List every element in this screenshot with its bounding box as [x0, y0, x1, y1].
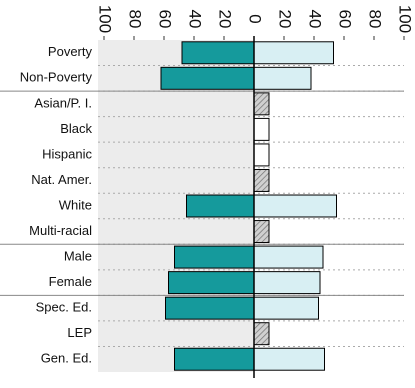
bar: [174, 245, 255, 269]
category-label: Female: [49, 274, 92, 289]
bar: [253, 194, 337, 218]
bar: [253, 168, 270, 192]
x-tick-label: 60: [336, 10, 355, 29]
bar: [253, 296, 319, 320]
bar: [168, 271, 255, 295]
x-tick-label: 40: [186, 10, 205, 29]
category-label: Spec. Ed.: [36, 300, 92, 315]
x-tick-label: 80: [366, 10, 385, 29]
x-tick-label: 40: [306, 10, 325, 29]
category-label: LEP: [67, 325, 92, 340]
bar: [174, 347, 255, 371]
bar: [253, 92, 270, 116]
x-tick-label: 100: [96, 5, 115, 33]
category-label: Poverty: [48, 44, 93, 59]
bar: [253, 41, 334, 65]
bar: [253, 117, 270, 141]
bar: [186, 194, 255, 218]
x-tick-label: 80: [126, 10, 145, 29]
x-tick-label: 20: [276, 10, 295, 29]
x-tick-label: 20: [216, 10, 235, 29]
category-label: Nat. Amer.: [31, 172, 92, 187]
category-label: Multi-racial: [29, 223, 92, 238]
bar: [253, 66, 312, 90]
bar: [165, 296, 255, 320]
bar: [253, 271, 321, 295]
bar: [253, 322, 270, 346]
x-tick-label: 0: [246, 14, 265, 23]
bar: [253, 245, 324, 269]
bar: [253, 220, 270, 244]
bar: [160, 66, 255, 90]
category-label: Gen. Ed.: [41, 351, 92, 366]
category-label: Hispanic: [42, 146, 92, 161]
category-label: Black: [60, 121, 92, 136]
x-tick-label: 100: [396, 5, 415, 33]
category-label: White: [59, 197, 92, 212]
x-tick-label: 60: [156, 10, 175, 29]
bar: [253, 143, 270, 167]
category-label: Asian/P. I.: [34, 95, 92, 110]
category-label: Non-Poverty: [20, 70, 93, 85]
bar: [181, 41, 255, 65]
bar: [253, 347, 325, 371]
category-label: Male: [64, 249, 92, 264]
